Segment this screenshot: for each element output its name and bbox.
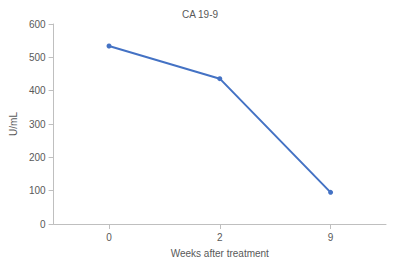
svg-text:200: 200 (29, 152, 46, 163)
svg-text:Weeks after treatment: Weeks after treatment (171, 248, 269, 259)
svg-text:9: 9 (328, 232, 334, 243)
svg-text:0: 0 (106, 232, 112, 243)
svg-text:CA 19-9: CA 19-9 (182, 9, 219, 20)
svg-text:0: 0 (40, 219, 46, 230)
svg-text:600: 600 (29, 19, 46, 30)
svg-text:U/mL: U/mL (8, 112, 19, 136)
svg-text:300: 300 (29, 119, 46, 130)
svg-text:100: 100 (29, 185, 46, 196)
svg-text:500: 500 (29, 52, 46, 63)
svg-text:2: 2 (217, 232, 223, 243)
svg-text:400: 400 (29, 85, 46, 96)
